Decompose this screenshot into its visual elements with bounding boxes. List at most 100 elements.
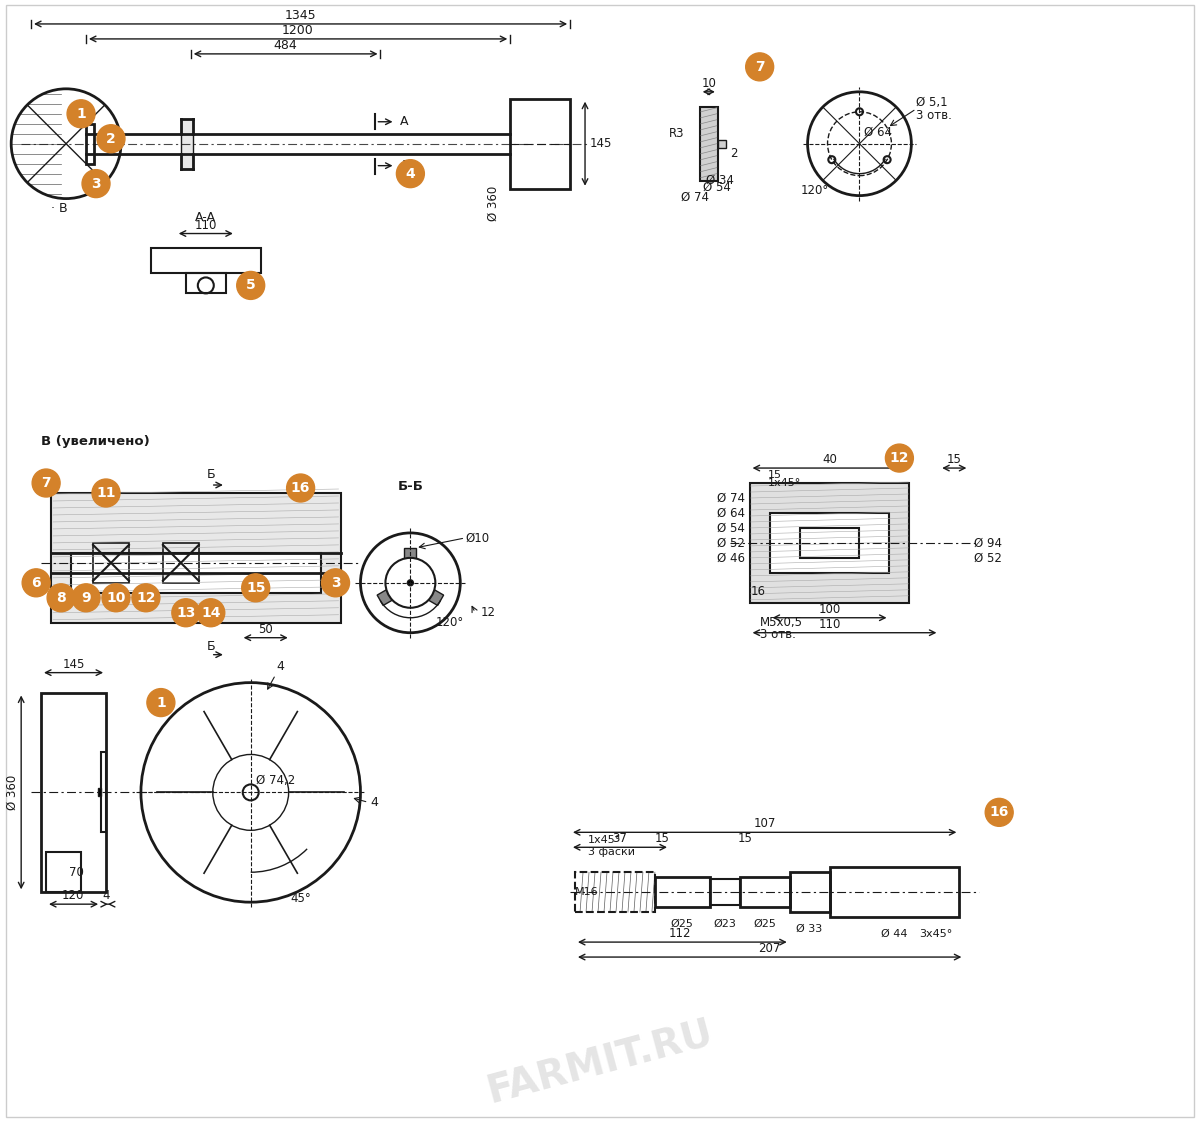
Text: Ø 5,1: Ø 5,1: [917, 96, 948, 109]
Text: 100: 100: [818, 602, 841, 616]
Text: M5x0,5: M5x0,5: [760, 616, 803, 629]
Bar: [510, 99, 570, 189]
Text: 3: 3: [331, 575, 341, 590]
Text: R3: R3: [670, 127, 685, 140]
Bar: [790, 872, 829, 913]
Text: 16: 16: [990, 806, 1009, 819]
Text: A: A: [401, 160, 409, 172]
Text: 484: 484: [274, 39, 298, 52]
Circle shape: [82, 170, 110, 198]
Text: 1200: 1200: [282, 24, 313, 37]
Bar: [52, 493, 341, 623]
Text: 3 отв.: 3 отв.: [760, 628, 796, 641]
Text: Ø 64: Ø 64: [716, 507, 745, 519]
Text: 15: 15: [737, 832, 752, 845]
Text: M16: M16: [575, 887, 599, 897]
Text: Ø 74: Ø 74: [716, 491, 745, 505]
Text: 15: 15: [246, 581, 265, 595]
Bar: [71, 553, 320, 592]
Text: A-A: A-A: [196, 210, 216, 224]
Text: 13: 13: [176, 606, 196, 619]
Text: 7: 7: [755, 60, 764, 74]
Circle shape: [197, 599, 224, 627]
Bar: [377, 586, 401, 606]
Bar: [181, 119, 193, 169]
Text: 11: 11: [96, 486, 115, 500]
Circle shape: [287, 474, 314, 502]
Text: Б: Б: [206, 468, 215, 481]
Circle shape: [396, 160, 425, 188]
Bar: [186, 273, 226, 293]
Text: 110: 110: [818, 618, 841, 631]
Text: FARMIT.RU: FARMIT.RU: [482, 1014, 718, 1111]
Text: 1: 1: [76, 107, 86, 120]
Circle shape: [236, 272, 265, 299]
Text: Ø 44: Ø 44: [881, 930, 907, 940]
Circle shape: [92, 479, 120, 507]
Text: 16: 16: [750, 584, 766, 598]
Text: Ø 74,2: Ø 74,2: [256, 774, 295, 788]
Bar: [41, 692, 106, 892]
Bar: [739, 877, 790, 907]
Text: 16: 16: [290, 481, 311, 495]
Text: 7: 7: [41, 477, 50, 490]
Bar: [700, 107, 718, 181]
Bar: [420, 586, 444, 606]
Circle shape: [322, 569, 349, 597]
Circle shape: [985, 798, 1013, 826]
Circle shape: [102, 583, 130, 611]
Text: 14: 14: [202, 606, 221, 619]
Text: 15: 15: [654, 832, 670, 845]
Text: 4: 4: [102, 889, 109, 903]
Text: 4: 4: [277, 660, 284, 672]
Text: 4: 4: [406, 166, 415, 181]
Bar: [769, 513, 889, 573]
Text: Ø 46: Ø 46: [716, 552, 745, 564]
Circle shape: [172, 599, 200, 627]
Text: 145: 145: [590, 137, 612, 151]
Circle shape: [241, 574, 270, 601]
Bar: [750, 483, 910, 602]
Circle shape: [146, 689, 175, 716]
Circle shape: [385, 558, 436, 608]
Text: A: A: [401, 116, 409, 128]
Text: Ø25: Ø25: [671, 919, 694, 930]
Text: Ø 64: Ø 64: [864, 126, 893, 138]
Bar: [151, 248, 260, 273]
Text: 40: 40: [822, 453, 836, 466]
Bar: [404, 547, 416, 568]
Bar: [829, 868, 959, 917]
Text: 1x45°: 1x45°: [588, 835, 622, 845]
Text: 50: 50: [258, 623, 274, 636]
Bar: [98, 788, 101, 797]
Text: 15: 15: [947, 453, 961, 466]
Text: Ø 360: Ø 360: [487, 185, 500, 221]
Circle shape: [22, 569, 50, 597]
Circle shape: [132, 583, 160, 611]
Text: · В: · В: [52, 202, 67, 215]
Text: 120°: 120°: [436, 616, 463, 629]
Text: 110: 110: [194, 218, 217, 232]
Text: 3 отв.: 3 отв.: [917, 109, 953, 121]
Text: 3x45°: 3x45°: [919, 930, 953, 940]
Bar: [94, 543, 128, 583]
Text: Б-Б: Б-Б: [397, 480, 424, 493]
Text: 37: 37: [612, 832, 628, 845]
Text: 9: 9: [82, 591, 91, 605]
Text: 2: 2: [730, 147, 737, 161]
Circle shape: [886, 444, 913, 472]
Text: 112: 112: [668, 927, 691, 940]
Text: 120: 120: [62, 889, 84, 903]
Text: Ø 54: Ø 54: [703, 181, 731, 193]
Text: Ø10: Ø10: [466, 532, 490, 544]
Text: В (увеличено): В (увеличено): [41, 435, 150, 448]
Circle shape: [67, 100, 95, 128]
Text: 6: 6: [31, 575, 41, 590]
Text: 3 фаски: 3 фаски: [588, 847, 635, 858]
Circle shape: [407, 580, 413, 586]
Text: Ø23: Ø23: [713, 919, 736, 930]
Text: 12: 12: [136, 591, 156, 605]
Bar: [575, 872, 655, 913]
Text: 207: 207: [758, 942, 781, 955]
Circle shape: [745, 53, 774, 81]
